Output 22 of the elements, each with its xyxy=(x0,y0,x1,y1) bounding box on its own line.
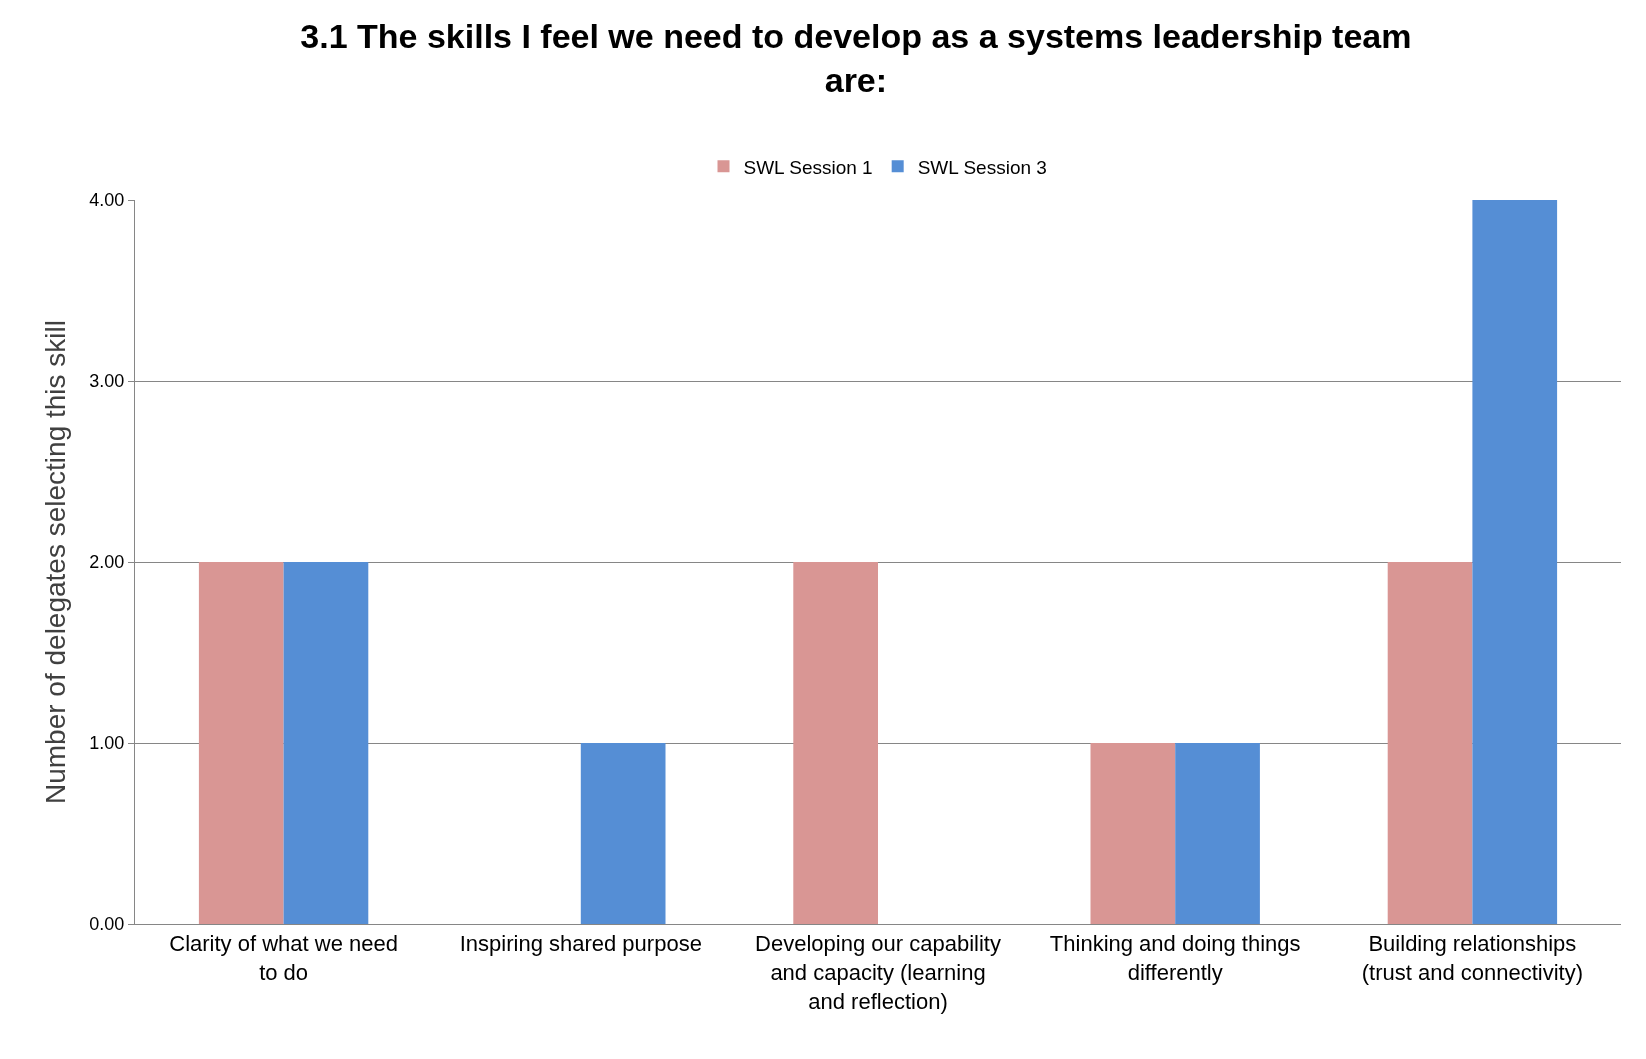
y-tick-label: 4.00 xyxy=(89,190,125,211)
bar xyxy=(793,562,878,924)
legend-label: SWL Session 1 xyxy=(743,156,873,178)
x-tick-label: Developing our capability and capacity (learning and reflection) xyxy=(755,931,1001,1014)
bar xyxy=(1175,743,1260,924)
x-tick-label: Thinking and doing things differently xyxy=(1049,931,1301,985)
bar xyxy=(283,562,369,924)
x-tick-label: Clarity of what we need to do xyxy=(169,931,398,985)
bar xyxy=(1090,743,1176,924)
y-tick-label: 2.00 xyxy=(89,552,125,573)
y-tick-label: 3.00 xyxy=(89,371,125,392)
x-tick-label: Inspiring shared purpose xyxy=(459,931,702,957)
y-tick-label: 0.00 xyxy=(89,914,125,935)
y-tick-label: 1.00 xyxy=(89,733,125,754)
x-tick-label: Building relationships (trust and connectivity) xyxy=(1361,931,1584,985)
bar xyxy=(580,743,666,924)
chart-title: 3.1 The skills I feel we need to develop as a systems leadership team are: xyxy=(300,16,1412,99)
bar xyxy=(198,562,284,924)
legend-label: SWL Session 3 xyxy=(917,156,1047,178)
bar xyxy=(1472,200,1558,924)
bar xyxy=(1387,562,1473,924)
y-axis-title: Number of delegates selecting this skill xyxy=(40,319,72,805)
